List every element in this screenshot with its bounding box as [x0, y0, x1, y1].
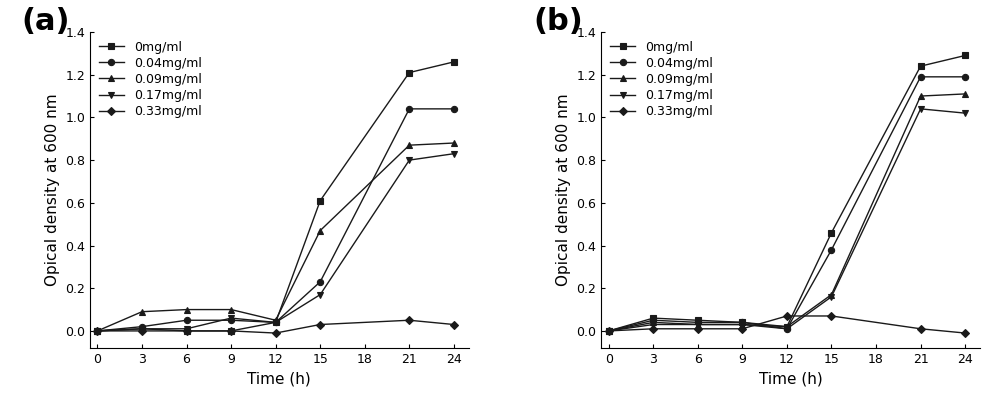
0.09mg/ml: [915, 94, 927, 98]
Line: 0.33mg/ml: 0.33mg/ml: [94, 317, 457, 336]
Y-axis label: Opical density at 600 nm: Opical density at 600 nm: [45, 94, 60, 286]
0.17mg/ml: [781, 326, 793, 331]
0mg/ml: [91, 328, 103, 333]
0.17mg/ml: [647, 322, 659, 327]
0.09mg/ml: [647, 320, 659, 325]
0.09mg/ml: [448, 141, 460, 146]
Text: (a): (a): [22, 7, 70, 36]
0.33mg/ml: [181, 328, 193, 333]
Y-axis label: Opical density at 600 nm: Opical density at 600 nm: [556, 94, 571, 286]
0mg/ml: [403, 70, 415, 75]
0.04mg/ml: [403, 106, 415, 111]
0.17mg/ml: [270, 320, 282, 325]
0mg/ml: [225, 328, 237, 333]
0.09mg/ml: [736, 322, 748, 327]
0.33mg/ml: [647, 326, 659, 331]
0.09mg/ml: [825, 292, 837, 297]
0.09mg/ml: [781, 324, 793, 329]
0.04mg/ml: [181, 318, 193, 323]
0.04mg/ml: [270, 320, 282, 325]
0.33mg/ml: [692, 326, 704, 331]
0.04mg/ml: [736, 320, 748, 325]
0mg/ml: [825, 230, 837, 235]
0.17mg/ml: [403, 158, 415, 162]
0.33mg/ml: [136, 328, 148, 333]
0.04mg/ml: [225, 318, 237, 323]
0.33mg/ml: [270, 331, 282, 336]
0.09mg/ml: [225, 307, 237, 312]
Line: 0.09mg/ml: 0.09mg/ml: [606, 91, 968, 334]
0mg/ml: [448, 60, 460, 64]
0.04mg/ml: [915, 74, 927, 79]
0mg/ml: [270, 320, 282, 325]
0.04mg/ml: [136, 324, 148, 329]
0.09mg/ml: [270, 318, 282, 323]
0mg/ml: [181, 328, 193, 333]
0.09mg/ml: [181, 307, 193, 312]
0mg/ml: [781, 324, 793, 329]
Line: 0.17mg/ml: 0.17mg/ml: [606, 106, 968, 334]
0.04mg/ml: [647, 318, 659, 323]
0.17mg/ml: [825, 294, 837, 299]
0.17mg/ml: [314, 292, 326, 297]
0mg/ml: [959, 53, 971, 58]
0.09mg/ml: [314, 228, 326, 233]
Line: 0.04mg/ml: 0.04mg/ml: [606, 74, 968, 334]
0.04mg/ml: [314, 280, 326, 284]
0.33mg/ml: [91, 328, 103, 333]
0mg/ml: [136, 326, 148, 331]
0.33mg/ml: [825, 314, 837, 318]
0.09mg/ml: [91, 328, 103, 333]
0mg/ml: [915, 64, 927, 68]
0.17mg/ml: [736, 322, 748, 327]
Line: 0mg/ml: 0mg/ml: [606, 52, 968, 334]
0mg/ml: [314, 198, 326, 203]
0.17mg/ml: [915, 106, 927, 111]
0.04mg/ml: [959, 74, 971, 79]
0.17mg/ml: [91, 328, 103, 333]
0.17mg/ml: [181, 326, 193, 331]
0.33mg/ml: [603, 328, 615, 333]
0.17mg/ml: [136, 326, 148, 331]
0.09mg/ml: [692, 322, 704, 327]
0.04mg/ml: [825, 247, 837, 252]
Line: 0.04mg/ml: 0.04mg/ml: [94, 106, 457, 334]
0.09mg/ml: [136, 309, 148, 314]
0.17mg/ml: [959, 111, 971, 116]
0.04mg/ml: [781, 326, 793, 331]
0.04mg/ml: [603, 328, 615, 333]
Legend: 0mg/ml, 0.04mg/ml, 0.09mg/ml, 0.17mg/ml, 0.33mg/ml: 0mg/ml, 0.04mg/ml, 0.09mg/ml, 0.17mg/ml,…: [608, 38, 715, 121]
0.04mg/ml: [91, 328, 103, 333]
0.33mg/ml: [736, 326, 748, 331]
0.09mg/ml: [603, 328, 615, 333]
Legend: 0mg/ml, 0.04mg/ml, 0.09mg/ml, 0.17mg/ml, 0.33mg/ml: 0mg/ml, 0.04mg/ml, 0.09mg/ml, 0.17mg/ml,…: [96, 38, 204, 121]
X-axis label: Time (h): Time (h): [759, 372, 823, 386]
Line: 0.33mg/ml: 0.33mg/ml: [606, 313, 968, 336]
0.17mg/ml: [448, 151, 460, 156]
0mg/ml: [603, 328, 615, 333]
Line: 0mg/ml: 0mg/ml: [94, 59, 457, 334]
0.33mg/ml: [781, 314, 793, 318]
Line: 0.17mg/ml: 0.17mg/ml: [94, 150, 457, 334]
0.04mg/ml: [692, 320, 704, 325]
0mg/ml: [692, 318, 704, 323]
0.04mg/ml: [448, 106, 460, 111]
0.17mg/ml: [603, 328, 615, 333]
0.17mg/ml: [692, 322, 704, 327]
0mg/ml: [647, 316, 659, 320]
0.33mg/ml: [915, 326, 927, 331]
0.33mg/ml: [314, 322, 326, 327]
0.33mg/ml: [959, 331, 971, 336]
0.33mg/ml: [448, 322, 460, 327]
0.33mg/ml: [225, 328, 237, 333]
Text: (b): (b): [533, 7, 583, 36]
X-axis label: Time (h): Time (h): [247, 372, 311, 386]
0.09mg/ml: [403, 143, 415, 148]
0.33mg/ml: [403, 318, 415, 323]
0.09mg/ml: [959, 92, 971, 96]
0mg/ml: [736, 320, 748, 325]
Line: 0.09mg/ml: 0.09mg/ml: [94, 140, 457, 334]
0.17mg/ml: [225, 316, 237, 320]
